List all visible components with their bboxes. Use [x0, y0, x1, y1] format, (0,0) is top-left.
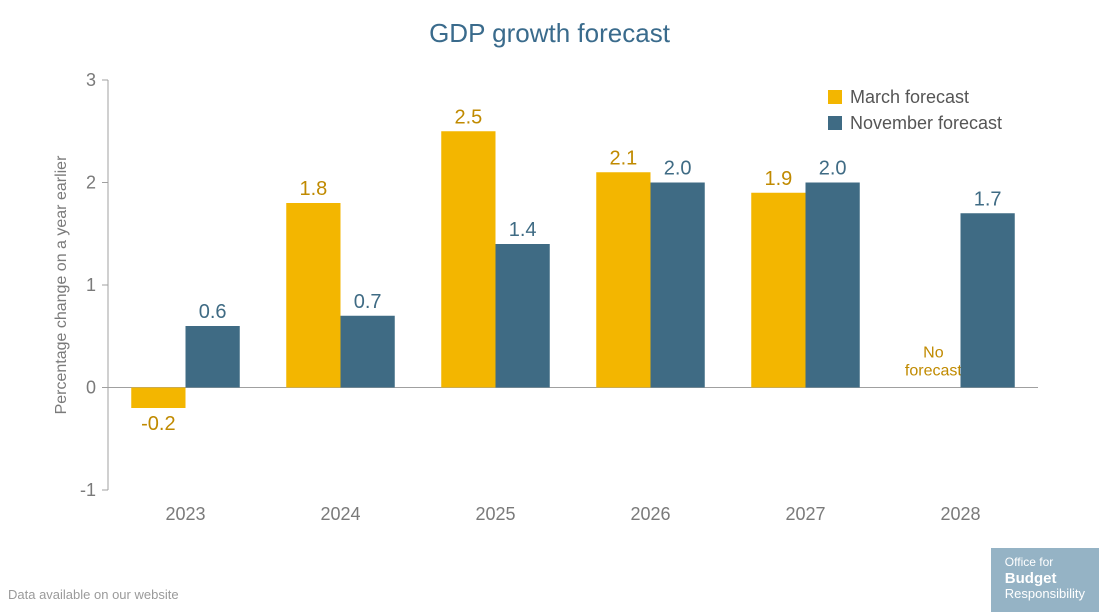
bar-value-label: 1.9	[764, 168, 792, 190]
legend-label: November forecast	[850, 113, 1002, 133]
bar	[286, 203, 340, 388]
legend-label: March forecast	[850, 87, 969, 107]
bar-value-label: 1.7	[974, 188, 1002, 210]
no-forecast-label: No	[923, 345, 944, 362]
brand-line3: Responsibility	[1005, 587, 1085, 602]
brand-block: Office for Budget Responsibility	[991, 548, 1099, 612]
legend-swatch	[828, 90, 842, 104]
bar	[751, 193, 805, 388]
bar-value-label: 1.8	[299, 178, 327, 200]
chart-area: -1 0 1 2 3 Percentage change on a year earlie…	[50, 70, 1050, 540]
bar-value-label: 1.4	[509, 219, 537, 241]
bar	[596, 172, 650, 387]
y-tick-label: 0	[86, 378, 96, 398]
bar-value-label: 0.6	[199, 301, 227, 323]
bar	[496, 244, 550, 388]
bar-value-label: -0.2	[141, 413, 175, 435]
x-tick-label: 2024	[320, 504, 360, 524]
bar-value-label: 2.0	[819, 158, 847, 180]
bar-value-label: 2.5	[454, 106, 482, 128]
chart-title: GDP growth forecast	[0, 0, 1099, 49]
brand-line2: Budget	[1005, 570, 1085, 587]
x-tick-label: 2026	[630, 504, 670, 524]
bar-value-label: 2.0	[664, 158, 692, 180]
bar	[441, 131, 495, 387]
bar	[961, 213, 1015, 387]
bar	[341, 316, 395, 388]
y-tick-label: 3	[86, 70, 96, 90]
x-tick-label: 2027	[785, 504, 825, 524]
bar	[651, 183, 705, 388]
x-tick-label: 2023	[165, 504, 205, 524]
y-tick-label: 1	[86, 275, 96, 295]
y-tick-label: 2	[86, 173, 96, 193]
brand-line1: Office for	[1005, 556, 1085, 570]
bar	[186, 326, 240, 388]
bar-chart-svg: -1 0 1 2 3 Percentage change on a year earlie…	[50, 70, 1050, 540]
bar-value-label: 2.1	[609, 147, 637, 169]
bar	[806, 183, 860, 388]
y-axis-label: Percentage change on a year earlier	[53, 155, 70, 415]
bar-value-label: 0.7	[354, 291, 382, 313]
legend-swatch	[828, 116, 842, 130]
bar	[131, 388, 185, 409]
footer-note: Data available on our website	[8, 587, 179, 602]
x-tick-label: 2025	[475, 504, 515, 524]
x-tick-label: 2028	[940, 504, 980, 524]
no-forecast-label: forecast	[905, 363, 962, 380]
y-tick-label: -1	[80, 480, 96, 500]
